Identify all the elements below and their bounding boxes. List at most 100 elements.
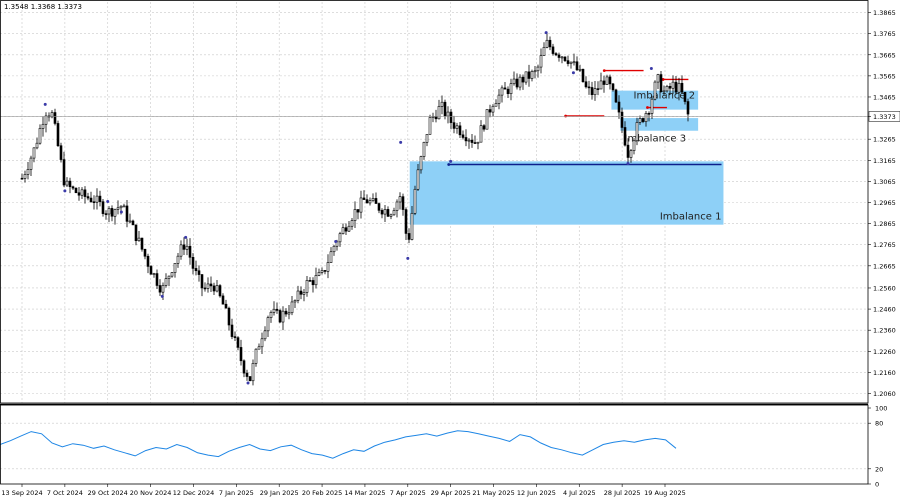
candle-body xyxy=(119,205,123,209)
candle-body xyxy=(35,142,39,149)
candle-body xyxy=(134,224,138,241)
price-tick-label: 1.3665 xyxy=(873,51,896,59)
candle-body xyxy=(533,70,537,73)
price-tick-label: 1.2160 xyxy=(873,369,896,377)
fractal-marker xyxy=(160,294,164,298)
candle-body xyxy=(194,268,198,272)
candle-body xyxy=(314,275,318,286)
candle-body xyxy=(212,285,216,292)
candle-body xyxy=(635,122,639,142)
imbalance-zone xyxy=(620,118,699,131)
candle-body xyxy=(473,142,477,144)
level-anchor xyxy=(602,69,606,72)
candle-body xyxy=(323,270,327,272)
candle-body xyxy=(599,80,603,90)
candle-body xyxy=(20,177,24,180)
candle-body xyxy=(188,245,192,258)
candle-body xyxy=(359,197,363,213)
candle-body xyxy=(416,169,420,190)
candle-body xyxy=(536,66,540,72)
candle-body xyxy=(626,144,630,158)
candle-body xyxy=(161,285,165,293)
candle-body xyxy=(284,310,288,315)
candle-body xyxy=(185,245,189,250)
candle-body xyxy=(383,209,387,215)
candle-body xyxy=(569,61,573,64)
candle-body xyxy=(320,270,324,273)
candle-body xyxy=(401,196,405,210)
price-tick-label: 1.3373 xyxy=(873,113,896,121)
osc-tick-label: 80 xyxy=(875,420,883,428)
candle-body xyxy=(338,233,342,243)
candle-body xyxy=(260,338,264,348)
candle-body xyxy=(155,273,159,286)
candle-body xyxy=(245,372,249,377)
candle-body xyxy=(491,105,495,113)
candle-body xyxy=(644,113,648,122)
fractal-marker xyxy=(544,31,548,35)
osc-tick-label: 0 xyxy=(875,481,879,489)
candle-body xyxy=(233,336,237,338)
date-tick-label: 13 Sep 2024 xyxy=(1,489,42,497)
candle-body xyxy=(329,251,333,263)
candle-body xyxy=(581,68,585,83)
candle-body xyxy=(290,301,294,314)
candle-body xyxy=(596,88,600,90)
level-anchor xyxy=(646,106,649,109)
candle-body xyxy=(506,88,510,95)
candle-body xyxy=(167,275,171,279)
candle-body xyxy=(575,61,579,71)
candle-body xyxy=(680,82,684,93)
candle-body xyxy=(629,150,633,158)
candle-body xyxy=(203,287,207,290)
candle-body xyxy=(524,71,528,83)
candle-body xyxy=(182,244,186,250)
level-anchor xyxy=(447,163,451,166)
candle-body xyxy=(140,237,144,250)
candle-body xyxy=(158,285,162,293)
candle-body xyxy=(500,87,504,96)
candle-body xyxy=(422,141,426,157)
candle-body xyxy=(263,330,267,340)
candle-body xyxy=(347,225,351,232)
price-tick-label: 1.2560 xyxy=(873,284,896,292)
candle-body xyxy=(281,310,285,323)
osc-tick-label: 20 xyxy=(875,465,883,473)
price-tick-label: 1.3065 xyxy=(873,178,896,186)
candle-body xyxy=(293,300,297,303)
candle-body xyxy=(413,188,417,214)
candle-body xyxy=(215,285,219,292)
candle-body xyxy=(674,81,678,93)
zone-label: Imbalance 1 xyxy=(660,212,722,223)
candle-body xyxy=(116,207,120,210)
date-tick-label: 12 Jun 2025 xyxy=(517,489,556,497)
candle-body xyxy=(515,78,519,88)
candle-body xyxy=(179,244,183,257)
candle-body xyxy=(272,308,276,313)
candle-body xyxy=(146,255,150,267)
fractal-marker xyxy=(63,189,67,193)
candle-body xyxy=(257,346,261,350)
candle-body xyxy=(23,174,27,179)
candle-body xyxy=(455,125,459,129)
candle-body xyxy=(578,68,582,71)
candle-body xyxy=(668,86,672,89)
candle-body xyxy=(617,101,621,113)
candle-body xyxy=(686,101,690,115)
price-tick-label: 1.2765 xyxy=(873,241,896,249)
zone-label: Imbalance 2 xyxy=(634,91,696,102)
price-tick-label: 1.2965 xyxy=(873,199,896,207)
price-tick-label: 1.2360 xyxy=(873,327,896,335)
candle-body xyxy=(449,111,453,123)
ohlc-readout: 1.3548 1.3368 1.3373 xyxy=(4,3,82,11)
candle-body xyxy=(26,169,30,175)
date-tick-label: 20 Feb 2025 xyxy=(302,489,342,497)
level-anchor xyxy=(661,78,665,81)
candle-body xyxy=(269,311,273,318)
fractal-marker xyxy=(119,210,123,214)
candle-body xyxy=(593,88,597,96)
candle-body xyxy=(296,290,300,301)
candle-body xyxy=(623,127,627,146)
